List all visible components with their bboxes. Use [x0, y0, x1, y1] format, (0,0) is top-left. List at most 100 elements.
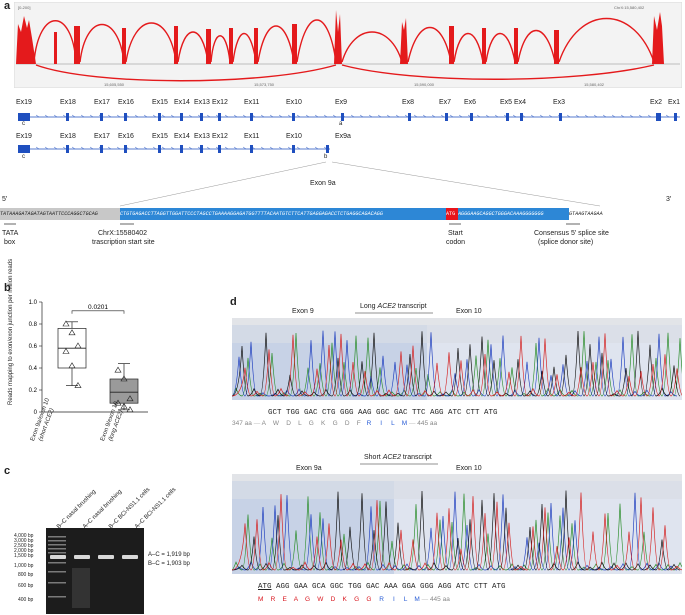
exon-label-ex12: Ex12 [212, 99, 228, 106]
exon2-label-ex19: Ex19 [16, 133, 32, 140]
y-tick-label: 0.8 [29, 322, 38, 328]
exon-block [66, 145, 69, 153]
top-exon9-label: Exon 9 [292, 308, 314, 315]
five-prime-label: 5′ [2, 196, 8, 203]
exon2-label-ex10: Ex10 [286, 133, 302, 140]
exon-block [445, 113, 448, 121]
exon-label-ex8: Ex8 [402, 99, 415, 106]
ann-splice-2: (splice donor site) [538, 239, 594, 246]
ladder-800: 800 bp [18, 572, 34, 578]
exon-label-ex2: Ex2 [650, 99, 663, 106]
axis-tick: 15,573,750 [254, 82, 275, 87]
bot-aa-row: M R E A G W D K G G R I L M — 445 aa [258, 596, 450, 603]
exon-block [218, 113, 221, 121]
ladder-2500: 2,500 bp [14, 543, 34, 549]
trace-line [232, 331, 682, 397]
exon-label-ex18: Ex18 [60, 99, 76, 106]
data-point [126, 395, 134, 402]
exon2-label-ex12: Ex12 [212, 133, 228, 140]
seq-upstream: TATAAAGATAGATAGTAATTCCCAGGCTGCAG [0, 208, 120, 220]
axis-tick: 15,580,402 [584, 82, 605, 87]
band-bc: B–C = 1,903 bp [148, 561, 190, 567]
exon2-label-ex16: Ex16 [118, 133, 134, 140]
y-tick-label: 1.0 [29, 300, 38, 306]
ann-tss-2: trascription start site [92, 239, 155, 246]
exon-block [520, 113, 523, 121]
bot-title: Short ACE2 transcript [364, 454, 432, 461]
quality-bars [232, 325, 682, 343]
top-title: Long ACE2 transcript [360, 303, 427, 310]
top-exon10-label: Exon 10 [456, 308, 482, 315]
exon9a-sequence: TATAAAGATAGATAGTAATTCCCAGGCTGCAG CTGTGAGA… [0, 208, 685, 220]
coverage-range: [0-200] [18, 5, 30, 10]
exon-block [218, 145, 221, 153]
seq-exon-cds: AGGGAAGCAGGCTGGGACAAAGGGGGGG [458, 208, 569, 220]
chromatogram-short [232, 474, 682, 574]
coverage-track: [0-200] ChrX:15,580,402 15,605,550 15,57… [14, 2, 682, 88]
base-call-strip [232, 318, 682, 325]
data-point [120, 402, 128, 409]
bot-exon9a-label: Exon 9a [296, 465, 322, 472]
ann-start-2: codon [446, 239, 466, 246]
exon-block [470, 113, 473, 121]
ladder-1000: 1,000 bp [14, 563, 34, 569]
significance-bracket [71, 310, 125, 314]
annotation-lines [4, 223, 580, 225]
panel-b-label: b [4, 282, 11, 294]
primer-a-label: a [339, 121, 343, 127]
exon-label-ex5: Ex5 [500, 99, 513, 106]
exon-block [250, 145, 253, 153]
ladder-4000: 4,000 bp [14, 533, 34, 539]
exon-label-ex11: Ex11 [244, 99, 260, 106]
exon-block [100, 145, 103, 153]
exon-block [559, 113, 562, 121]
zoom-lines [119, 161, 601, 207]
exon-block [408, 113, 411, 121]
quality-bars [232, 481, 682, 499]
data-point [114, 399, 122, 406]
bot-title-underline [360, 463, 438, 465]
exon-label-ex14: Ex14 [174, 99, 190, 106]
primer-b-label: b [324, 154, 328, 160]
primer-c-label-2: c [22, 154, 25, 160]
axis-tick: 15,605,550 [104, 82, 125, 87]
ann-start-1: Start [448, 230, 463, 237]
exon9a-title: Exon 9a [310, 180, 336, 187]
data-point [74, 382, 82, 388]
data-point [62, 347, 70, 354]
panel-c-label: c [4, 465, 11, 477]
bot-nucleotide-seq: ATG AGG GAA GCA GGC TGG GAC AAA GGA GGG … [258, 583, 506, 591]
trace-line [232, 333, 682, 397]
exon-label-ex19: Ex19 [16, 99, 32, 106]
panel-b-ylabel: Reads mapping to exon/exon junction per … [8, 258, 14, 405]
data-point [68, 329, 76, 336]
ann-tata-2: box [4, 239, 16, 246]
exon-label-ex3: Ex3 [553, 99, 566, 106]
exon-block [292, 145, 295, 153]
data-point [74, 342, 82, 349]
exon-block [674, 113, 677, 121]
exon-label-ex6: Ex6 [464, 99, 477, 106]
exon-label-ex10: Ex10 [286, 99, 302, 106]
exon-label-ex15: Ex15 [152, 99, 168, 106]
exon2-label-ex18: Ex18 [60, 133, 76, 140]
y-tick-label: 0.2 [29, 388, 38, 394]
panel-a-label: a [4, 0, 11, 12]
trace-line [232, 493, 682, 571]
exon-block [200, 113, 203, 121]
exon-label-ex16: Ex16 [118, 99, 134, 106]
primer-c-label-1: c [22, 121, 25, 127]
three-prime-label: 3′ [666, 196, 672, 203]
trace-line [232, 330, 678, 397]
exon-label-ex9: Ex9 [335, 99, 348, 106]
data-point [68, 362, 76, 369]
ann-tata-1: TATA [2, 230, 19, 237]
trace-line [232, 491, 678, 571]
seq-exon-5utr: CTGTGAGACCTTAGGTTGGATTCCCTAGCCTGAAAAGGAG… [120, 208, 446, 220]
ann-splice-1: Consensus 5′ splice site [534, 230, 609, 237]
ladder-2000: 2,000 bp [14, 548, 34, 554]
exon-block [656, 113, 661, 121]
exon-label-ex1: Ex1 [668, 99, 681, 106]
top-nucleotide-seq: GCT TGG GAC CTG GGG AAG GGC GAC TTC AGG … [268, 409, 498, 417]
exon-block [180, 145, 183, 153]
